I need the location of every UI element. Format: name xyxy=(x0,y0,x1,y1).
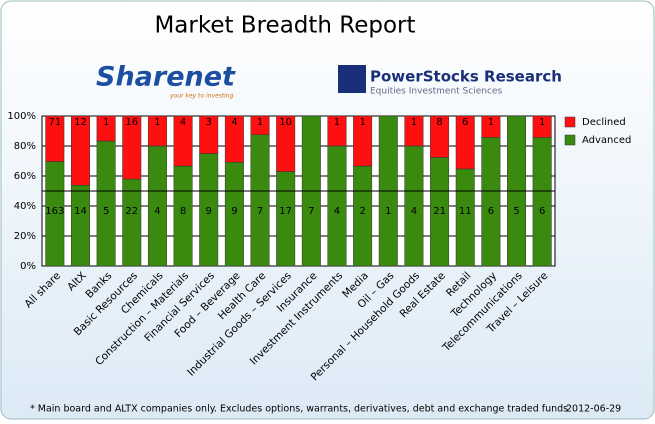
logo: Sharenet xyxy=(96,62,236,93)
value-label: 4 xyxy=(231,117,237,128)
bar-segment xyxy=(455,168,475,267)
bar-segment xyxy=(199,115,219,154)
y-tick-label: 20% xyxy=(14,231,36,242)
bar-segment xyxy=(455,115,475,170)
value-label: 6 xyxy=(539,206,545,217)
bar-segment xyxy=(96,140,116,267)
legend-label: Advanced xyxy=(582,135,631,146)
value-label: 1 xyxy=(103,117,109,128)
value-label: 4 xyxy=(154,206,160,217)
bar-segment xyxy=(481,137,501,267)
bar-segment xyxy=(250,134,270,267)
value-label: 12 xyxy=(74,117,87,128)
value-label: 22 xyxy=(125,206,138,217)
value-label: 1 xyxy=(334,117,340,128)
value-label: 21 xyxy=(433,206,446,217)
logo-tagline: Equities Investment Sciences xyxy=(370,87,502,97)
bar-segment xyxy=(404,115,424,147)
bar-segment xyxy=(481,115,501,138)
value-label: 6 xyxy=(488,206,494,217)
y-tick-label: 0% xyxy=(20,261,36,272)
bar-segment xyxy=(353,115,373,167)
value-label: 1 xyxy=(385,206,391,217)
value-label: 1 xyxy=(154,117,160,128)
y-tick-label: 80% xyxy=(14,141,36,152)
y-tick-label: 60% xyxy=(14,171,36,182)
value-label: 5 xyxy=(103,206,109,217)
value-label: 8 xyxy=(436,117,442,128)
value-label: 1 xyxy=(411,117,417,128)
logo-tagline: your key to investing xyxy=(169,93,234,100)
value-label: 1 xyxy=(488,117,494,128)
value-label: 4 xyxy=(180,117,186,128)
bar-segment xyxy=(96,115,116,142)
value-label: 163 xyxy=(45,206,64,217)
bar-segment xyxy=(430,115,450,158)
value-label: 5 xyxy=(513,206,519,217)
bar-segment xyxy=(250,115,270,135)
y-tick-label: 40% xyxy=(14,201,36,212)
value-label: 9 xyxy=(206,206,212,217)
y-tick-label: 100% xyxy=(7,111,36,122)
logo-icon xyxy=(338,65,366,93)
value-label: 11 xyxy=(459,206,472,217)
date: 2012-06-29 xyxy=(566,404,621,415)
bar-segment xyxy=(70,115,90,186)
value-label: 3 xyxy=(206,117,212,128)
value-label: 8 xyxy=(180,206,186,217)
value-label: 17 xyxy=(279,206,292,217)
value-label: 14 xyxy=(74,206,87,217)
bar-segment xyxy=(327,115,347,147)
value-label: 7 xyxy=(308,206,314,217)
bar-segment xyxy=(532,137,552,267)
value-label: 16 xyxy=(125,117,138,128)
legend-swatch xyxy=(564,134,576,146)
value-label: 9 xyxy=(231,206,237,217)
value-label: 6 xyxy=(462,117,468,128)
value-label: 1 xyxy=(257,117,263,128)
value-label: 71 xyxy=(48,117,61,128)
logo: PowerStocks Research xyxy=(370,68,562,86)
legend-swatch xyxy=(564,116,576,128)
footnote: * Main board and ALTX companies only. Ex… xyxy=(30,404,568,415)
value-label: 4 xyxy=(411,206,417,217)
legend-label: Declined xyxy=(582,117,626,128)
chart-title: Market Breadth Report xyxy=(154,13,415,39)
bar-segment xyxy=(173,115,193,167)
bar-segment xyxy=(532,115,552,138)
bar-segment xyxy=(122,115,142,180)
value-label: 4 xyxy=(334,206,340,217)
value-label: 2 xyxy=(359,206,365,217)
bar-segment xyxy=(122,178,142,267)
bar-segment xyxy=(147,115,167,147)
bar-segment xyxy=(276,115,296,172)
value-label: 7 xyxy=(257,206,263,217)
value-label: 10 xyxy=(279,117,292,128)
bar-segment xyxy=(45,115,65,162)
bar-segment xyxy=(224,115,244,163)
bar-segment xyxy=(276,171,296,267)
value-label: 1 xyxy=(539,117,545,128)
value-label: 1 xyxy=(359,117,365,128)
bar-segment xyxy=(70,184,90,267)
